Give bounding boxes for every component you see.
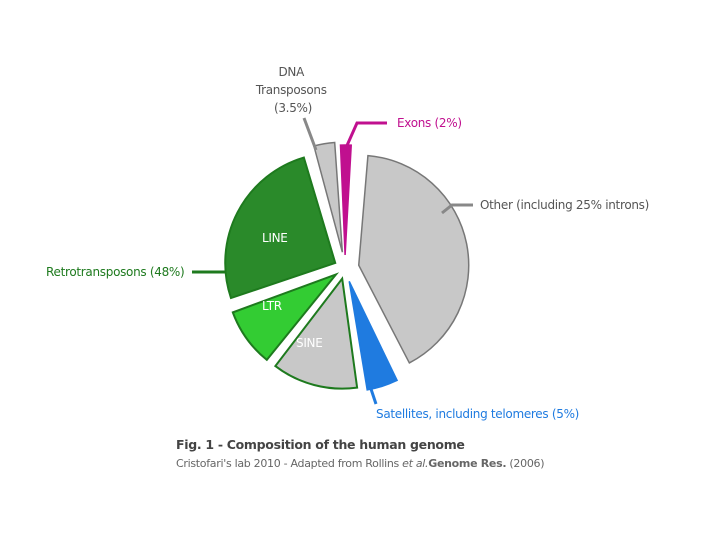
caption-year: (2006) [506,457,544,470]
leader-lines [192,117,473,405]
caption-title: Fig. 1 - Composition of the human genome [176,437,465,452]
label-dna-line2: Transposons [255,83,327,97]
caption-subtitle: Cristofari's lab 2010 - Adapted from Rol… [176,457,544,470]
label-exons: Exons (2%) [397,116,462,130]
label-dna-line1: DNA [278,65,305,79]
inner-label-ltr: LTR [262,299,282,313]
leader-exons [343,121,387,151]
pie-slice-ltr [231,272,340,362]
pie-slice-satellites-including-telomeres-5 [348,281,399,391]
leader-dna-transposons [302,117,318,151]
inner-label-line: LINE [262,231,288,245]
label-satellites: Satellites, including telomeres (5%) [376,407,579,421]
pie-slice-line [224,156,337,300]
label-retrotransposons: Retrotransposons (48%) [46,265,184,279]
inner-label-sine: SINE [296,336,323,350]
caption-subtitle-prefix: Cristofari's lab 2010 - Adapted from Rol… [176,457,402,470]
caption-journal: Genome Res. [428,457,506,470]
pie-slice-sine [273,276,359,390]
pie-slice-other-including-25-introns [357,154,470,364]
leader-satellites [368,385,378,405]
pie-slices [224,141,470,391]
label-other: Other (including 25% introns) [480,198,649,212]
label-dna-transposons: DNA Transposons (3.5%) [255,65,330,115]
label-dna-line3: (3.5%) [274,101,312,115]
caption-et-al: et al. [402,457,428,470]
leader-other [441,203,473,215]
